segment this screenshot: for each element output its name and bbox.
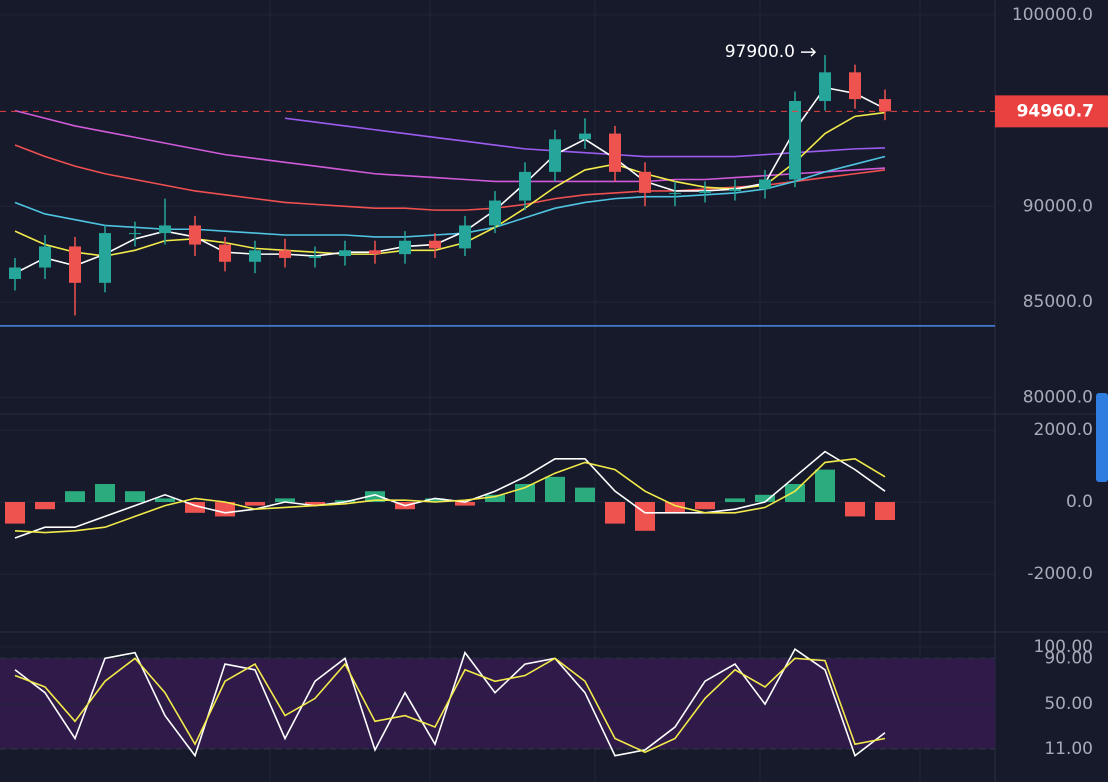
candle-body: [759, 179, 771, 190]
histogram-bar: [845, 502, 865, 517]
candle-body: [69, 246, 81, 283]
side-tab[interactable]: [1096, 393, 1108, 482]
candle-body: [39, 246, 51, 268]
vertical-grid: [269, 0, 921, 782]
candle-body: [699, 190, 711, 193]
candle-body: [189, 225, 201, 245]
candle-body: [879, 99, 891, 112]
candle-body: [579, 133, 591, 140]
last-price-box: [995, 95, 1108, 128]
histogram-bar: [155, 498, 175, 503]
histogram-bar: [335, 500, 355, 503]
indicator-line: [14, 450, 886, 539]
candle-body: [609, 133, 621, 172]
histogram-bar: [185, 502, 205, 513]
candle-body: [639, 171, 651, 193]
candle-body: [369, 250, 381, 255]
histogram-bar: [755, 494, 775, 503]
candle-body: [159, 225, 171, 234]
histogram-bar: [695, 502, 715, 510]
y-tick-label: 100000.0: [1012, 5, 1093, 25]
last-price-label: 94960.7: [1017, 101, 1094, 121]
histogram-bar: [605, 502, 625, 524]
candle-body: [429, 240, 441, 249]
histogram-bar: [575, 487, 595, 503]
histogram-bar: [725, 498, 745, 503]
histogram-bar: [515, 484, 535, 503]
band: [0, 658, 995, 749]
indicator-line: [14, 457, 886, 534]
candle-body: [669, 192, 681, 194]
histogram-bar: [425, 498, 445, 503]
histogram-bar: [665, 502, 685, 513]
candle-body: [249, 250, 261, 262]
indicator-line: [14, 144, 886, 211]
y-tick-label: 0.0: [1066, 492, 1093, 512]
histogram-bar: [545, 476, 565, 503]
histogram-bar: [35, 502, 55, 510]
annotation-arrow: [801, 47, 817, 57]
y-tick-label: 2000.0: [1034, 420, 1093, 440]
candle-body: [99, 233, 111, 283]
candle-body: [729, 189, 741, 191]
y-tick-label: 90000.0: [1023, 196, 1093, 216]
histogram-bar: [485, 494, 505, 503]
annotation: 97900.0: [725, 42, 795, 62]
histogram-bar: [785, 484, 805, 503]
histogram-bar: [125, 491, 145, 503]
histogram-bar: [455, 502, 475, 506]
y-tick-label: 85000.0: [1023, 292, 1093, 312]
candle-body: [549, 139, 561, 172]
histogram-bar: [275, 498, 295, 503]
candle-body: [789, 101, 801, 180]
y-tick-label: -2000.0: [1027, 564, 1093, 584]
candle-body: [309, 256, 321, 258]
histogram-bar: [5, 502, 25, 524]
y-tick-label: 50.00: [1044, 694, 1093, 714]
candle-body: [129, 233, 141, 235]
histogram-bar: [875, 502, 895, 521]
indicator-line: [14, 657, 886, 754]
y-tick-label: 100.00: [1034, 637, 1093, 657]
candle-body: [9, 267, 21, 280]
y-tick-label: 90.00: [1044, 648, 1093, 668]
candle-body: [519, 171, 531, 201]
candle-body: [219, 244, 231, 262]
candle-body: [849, 72, 861, 100]
candle-body: [399, 240, 411, 255]
candle-body: [279, 250, 291, 258]
candle-body: [819, 72, 831, 102]
histogram-bar: [815, 469, 835, 503]
histogram-bar: [95, 484, 115, 503]
candle-body: [339, 250, 351, 257]
indicator-line: [284, 117, 886, 158]
candle-body: [489, 200, 501, 226]
histogram-bar: [245, 502, 265, 506]
candle-body: [459, 225, 471, 249]
histogram-bar: [65, 491, 85, 503]
y-tick-label: 80000.0: [1023, 388, 1093, 408]
indicator-line: [14, 109, 886, 183]
y-tick-label: 11.00: [1044, 739, 1093, 759]
histogram-bar: [635, 502, 655, 531]
histogram-bar: [365, 491, 385, 503]
histogram-bar: [305, 502, 325, 506]
